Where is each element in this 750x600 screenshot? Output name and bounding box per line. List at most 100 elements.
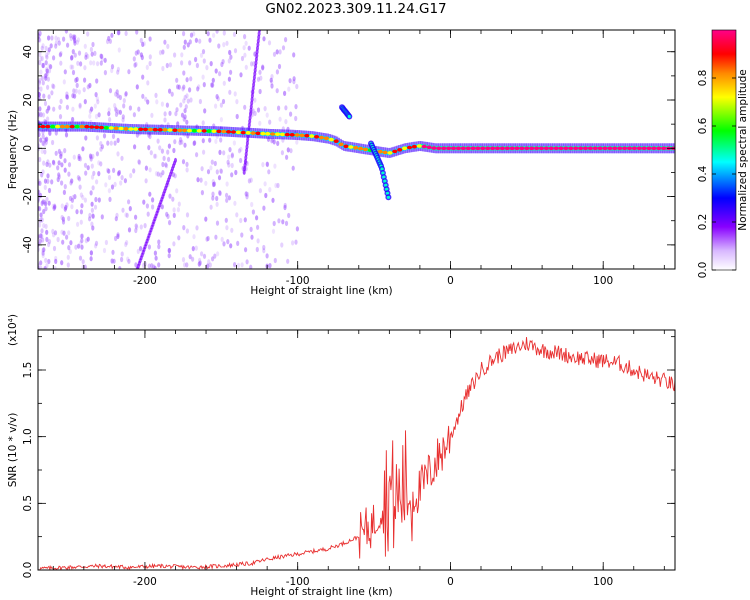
noise-speck bbox=[156, 138, 160, 144]
noise-speck bbox=[82, 87, 86, 93]
noise-speck bbox=[43, 73, 48, 79]
noise-speck bbox=[245, 259, 249, 265]
ridge-peak bbox=[455, 146, 461, 151]
noise-speck bbox=[93, 50, 97, 57]
noise-speck bbox=[166, 43, 170, 50]
branch-mark bbox=[380, 167, 384, 171]
branch-mark bbox=[383, 179, 387, 183]
noise-speck bbox=[236, 262, 241, 268]
noise-speck bbox=[135, 224, 139, 231]
noise-speck bbox=[230, 152, 234, 158]
snr-y-tick-label: 0.0 bbox=[22, 562, 34, 579]
noise-speck bbox=[103, 57, 107, 63]
noise-speck bbox=[291, 240, 295, 246]
ridge-peak bbox=[201, 129, 207, 133]
noise-speck bbox=[74, 244, 78, 250]
heatmap-y-tick-label: 0 bbox=[22, 145, 34, 152]
noise-speck bbox=[40, 200, 44, 207]
ridge-peak bbox=[284, 132, 290, 137]
noise-speck bbox=[44, 201, 48, 207]
noise-speck bbox=[180, 139, 184, 145]
ridge-peak bbox=[40, 124, 46, 129]
noise-speck bbox=[39, 233, 43, 239]
noise-speck bbox=[109, 140, 113, 146]
noise-speck bbox=[132, 56, 136, 62]
snr-x-tick-label: -100 bbox=[286, 576, 310, 588]
noise-speck bbox=[142, 262, 146, 269]
noise-speck bbox=[120, 155, 124, 161]
streak-mark bbox=[250, 96, 254, 102]
noise-speck bbox=[256, 107, 261, 113]
ridge-peak bbox=[573, 146, 579, 151]
noise-speck bbox=[50, 35, 54, 41]
noise-speck bbox=[43, 141, 47, 148]
ridge-peak bbox=[387, 151, 393, 155]
noise-speck bbox=[233, 48, 238, 54]
noise-speck bbox=[244, 191, 248, 197]
noise-speck bbox=[90, 174, 95, 180]
noise-speck bbox=[80, 244, 84, 250]
noise-speck bbox=[239, 157, 243, 164]
noise-speck bbox=[80, 238, 84, 244]
ridge-peak bbox=[221, 129, 227, 134]
noise-speck bbox=[91, 41, 95, 48]
ridge-band bbox=[337, 140, 340, 145]
noise-speck bbox=[38, 111, 41, 117]
noise-speck bbox=[150, 112, 154, 118]
noise-speck bbox=[108, 117, 112, 123]
noise-speck bbox=[43, 149, 47, 155]
noise-speck bbox=[141, 41, 145, 48]
noise-speck bbox=[117, 47, 121, 53]
noise-speck bbox=[267, 40, 272, 46]
noise-speck bbox=[38, 178, 41, 184]
noise-speck bbox=[57, 174, 61, 180]
noise-speck bbox=[84, 52, 88, 58]
noise-speck bbox=[291, 165, 295, 171]
ridge-peak bbox=[548, 146, 554, 151]
noise-speck bbox=[249, 264, 253, 269]
noise-speck bbox=[261, 64, 265, 70]
noise-speck bbox=[172, 212, 176, 218]
noise-speck bbox=[148, 133, 152, 140]
noise-speck bbox=[148, 167, 152, 173]
noise-speck bbox=[200, 166, 204, 172]
noise-speck bbox=[217, 43, 221, 49]
noise-speck bbox=[206, 169, 211, 175]
noise-speck bbox=[148, 36, 152, 42]
noise-speck bbox=[289, 111, 293, 117]
ridge-peak bbox=[245, 131, 251, 135]
ridge-peak bbox=[446, 146, 452, 151]
ridge-peak bbox=[250, 131, 256, 135]
noise-speck bbox=[284, 119, 288, 125]
noise-speck bbox=[57, 172, 61, 178]
noise-speck bbox=[63, 167, 67, 173]
noise-speck bbox=[271, 228, 276, 234]
noise-speck bbox=[218, 190, 222, 196]
noise-speck bbox=[41, 140, 46, 147]
heatmap-x-tick-label: -200 bbox=[133, 275, 157, 287]
noise-speck bbox=[161, 49, 165, 55]
branch-mark bbox=[385, 187, 389, 191]
noise-speck bbox=[86, 53, 90, 60]
noise-speck bbox=[45, 229, 49, 235]
noise-speck bbox=[205, 236, 209, 242]
noise-speck bbox=[142, 41, 146, 47]
noise-speck bbox=[89, 156, 93, 162]
streak-mark bbox=[174, 157, 177, 163]
noise-speck bbox=[251, 209, 255, 215]
noise-speck bbox=[47, 258, 51, 265]
noise-speck bbox=[41, 62, 45, 69]
noise-speck bbox=[132, 112, 136, 118]
noise-speck bbox=[215, 201, 219, 207]
noise-speck bbox=[58, 151, 63, 157]
ridge-peak bbox=[514, 146, 520, 151]
noise-speck bbox=[229, 243, 233, 249]
noise-speck bbox=[247, 178, 251, 184]
noise-speck bbox=[77, 176, 82, 182]
noise-speck bbox=[196, 177, 200, 183]
noise-speck bbox=[116, 109, 120, 115]
noise-speck bbox=[139, 246, 143, 252]
noise-speck bbox=[48, 130, 52, 136]
ridge-peak bbox=[123, 127, 129, 131]
noise-speck bbox=[69, 180, 73, 186]
